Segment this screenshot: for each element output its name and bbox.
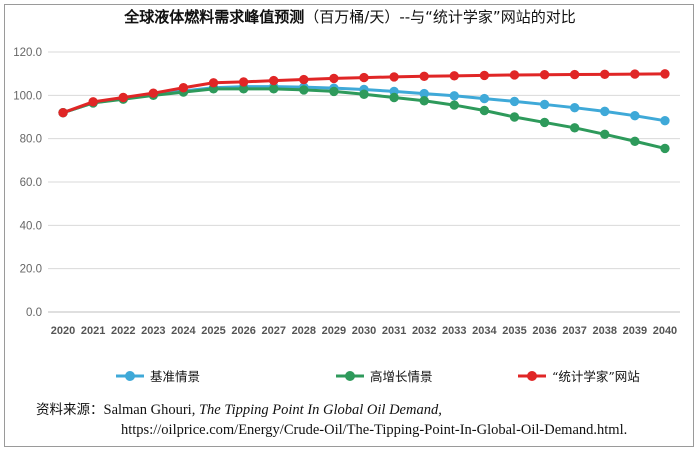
data-point bbox=[269, 84, 279, 94]
y-tick-label: 80.0 bbox=[20, 134, 42, 146]
x-tick-label: 2033 bbox=[442, 325, 466, 337]
source-author: Salman Ghouri, bbox=[103, 402, 199, 418]
x-tick-label: 2032 bbox=[412, 325, 436, 337]
x-tick-label: 2028 bbox=[292, 325, 316, 337]
data-point bbox=[479, 93, 490, 104]
data-point bbox=[509, 96, 520, 107]
x-tick-label: 2036 bbox=[532, 325, 556, 337]
data-point bbox=[600, 69, 610, 80]
x-tick-label: 2039 bbox=[623, 325, 647, 337]
x-tick-label: 2025 bbox=[201, 325, 225, 337]
data-point bbox=[479, 105, 490, 116]
data-point bbox=[359, 89, 369, 99]
data-point bbox=[539, 70, 550, 80]
data-point bbox=[600, 106, 610, 117]
axis-layer: 0.0 20.0 40.0 60.0 80.0 100.0 120.0 2020 2021 202… bbox=[13, 47, 680, 337]
data-point bbox=[208, 78, 219, 88]
x-tick-label: 2024 bbox=[171, 325, 196, 337]
y-tick-label: 40.0 bbox=[20, 220, 42, 232]
data-point bbox=[660, 115, 670, 126]
data-point bbox=[419, 71, 429, 81]
source-note: 资料来源：Salman Ghouri, The Tipping Point In… bbox=[36, 400, 696, 440]
x-tick-label: 2040 bbox=[653, 325, 677, 337]
x-tick-label: 2035 bbox=[502, 325, 526, 337]
data-point bbox=[389, 92, 399, 103]
data-point bbox=[660, 69, 670, 79]
data-point bbox=[569, 123, 580, 133]
x-tick-label: 2020 bbox=[51, 325, 75, 337]
x-tick-label: 2034 bbox=[472, 325, 497, 337]
chart-title-unit: （百万桶/天）--与“统计学家”网站的对比 bbox=[304, 8, 576, 26]
data-point bbox=[118, 92, 128, 103]
x-tick-label: 2037 bbox=[562, 325, 586, 337]
legend-label: “统计学家”网站 bbox=[552, 369, 640, 384]
x-tick-label: 2022 bbox=[111, 325, 135, 337]
data-point bbox=[148, 88, 159, 98]
y-tick-label: 60.0 bbox=[20, 177, 42, 189]
data-point bbox=[359, 72, 369, 83]
legend-label: 基准情景 bbox=[150, 369, 200, 384]
x-tick-label: 2027 bbox=[261, 325, 285, 337]
series-layer bbox=[58, 69, 670, 154]
data-point bbox=[569, 102, 580, 113]
x-tick-label: 2029 bbox=[322, 325, 346, 337]
y-tick-label: 20.0 bbox=[20, 264, 42, 276]
legend: 基准情景 高增长情景 “统计学家”网站 bbox=[116, 369, 640, 384]
x-tick-label: 2038 bbox=[593, 325, 617, 337]
legend-item-1: 高增长情景 bbox=[336, 369, 433, 384]
data-point bbox=[509, 112, 520, 122]
data-point bbox=[299, 74, 309, 85]
legend-label: 高增长情景 bbox=[370, 369, 433, 384]
data-point bbox=[569, 69, 580, 80]
source-label: 资料来源： bbox=[36, 402, 104, 418]
data-point bbox=[630, 69, 640, 79]
legend-marker bbox=[125, 371, 135, 381]
data-point bbox=[509, 70, 520, 80]
y-tick-label: 0.0 bbox=[26, 307, 42, 319]
data-point bbox=[88, 97, 98, 107]
series-2 bbox=[58, 69, 670, 118]
grid-layer bbox=[48, 51, 680, 270]
data-point bbox=[630, 111, 640, 121]
data-point bbox=[329, 86, 339, 97]
legend-marker bbox=[527, 371, 537, 381]
data-point bbox=[299, 85, 309, 95]
data-point bbox=[600, 129, 610, 140]
data-point bbox=[660, 143, 670, 154]
source-url[interactable]: https://oilprice.com/Energy/Crude-Oil/Th… bbox=[121, 422, 628, 438]
data-point bbox=[539, 117, 550, 128]
x-tick-label: 2030 bbox=[352, 325, 376, 337]
chart-title: 全球液体燃料需求峰值预测（百万桶/天）--与“统计学家”网站的对比 bbox=[0, 6, 700, 27]
data-point bbox=[389, 72, 399, 82]
data-point bbox=[269, 75, 279, 86]
x-tick-label: 2023 bbox=[141, 325, 165, 337]
data-point bbox=[58, 107, 68, 118]
legend-item-2: “统计学家”网站 bbox=[518, 369, 640, 384]
data-point bbox=[419, 96, 429, 106]
data-point bbox=[329, 73, 339, 84]
y-tick-label: 100.0 bbox=[13, 90, 42, 102]
x-tick-label: 2021 bbox=[81, 325, 105, 337]
data-point bbox=[178, 83, 189, 93]
x-tick-label: 2026 bbox=[231, 325, 255, 337]
data-point bbox=[630, 136, 640, 146]
data-point bbox=[449, 91, 459, 101]
data-point bbox=[238, 77, 249, 87]
data-point bbox=[479, 70, 490, 81]
data-point bbox=[449, 100, 459, 110]
y-tick-label: 120.0 bbox=[13, 47, 42, 59]
data-point bbox=[449, 71, 459, 81]
legend-marker bbox=[345, 371, 355, 381]
legend-item-0: 基准情景 bbox=[116, 369, 200, 384]
x-tick-label: 2031 bbox=[382, 325, 406, 337]
data-point bbox=[539, 99, 550, 110]
chart-title-main: 全球液体燃料需求峰值预测 bbox=[124, 8, 305, 26]
series-0 bbox=[58, 81, 670, 126]
source-title: The Tipping Point In Global Oil Demand, bbox=[198, 402, 442, 418]
